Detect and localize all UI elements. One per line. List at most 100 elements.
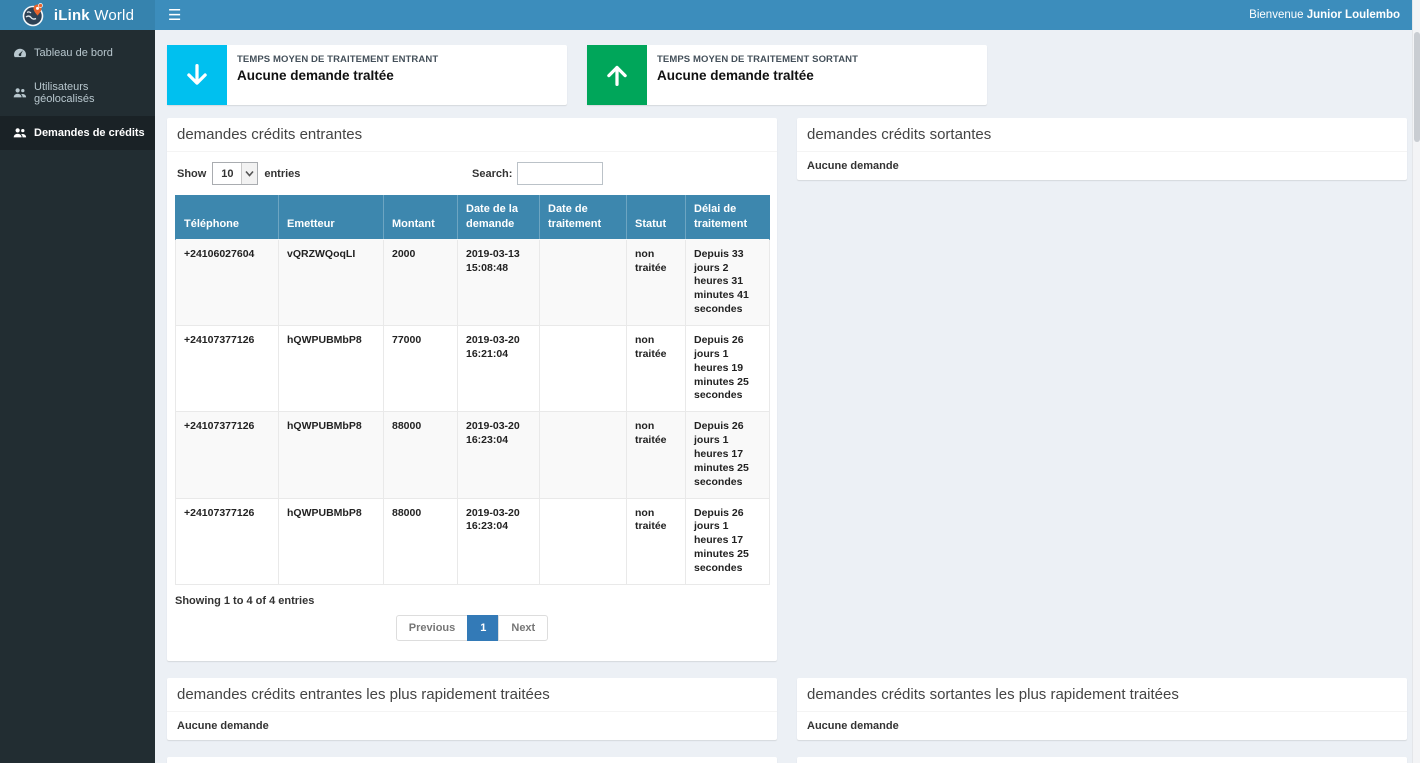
users-icon [13, 127, 27, 139]
panel-header: demandes crédits sortantes [797, 118, 1407, 152]
panel-entrantes-rapidement: demandes crédits entrantes les plus rapi… [167, 677, 777, 740]
table-cell: hQWPUBMbP8 [278, 325, 384, 413]
stat-label: TEMPS MOYEN DE TRAITEMENT ENTRANT [237, 54, 439, 65]
sidebar-link[interactable]: Utilisateurs géolocalisés [0, 70, 155, 116]
panel-entrantes-tardivement: demandes crédits entrantes les plus tard… [167, 756, 777, 763]
table-cell: 88000 [383, 498, 458, 585]
panel-title: demandes crédits entrantes [177, 126, 363, 143]
page-length-control: Show 10 entries [175, 162, 472, 185]
page-length-select[interactable]: 10 [212, 162, 259, 185]
table-body: +24106027604 vQRZWQoqLI 2000 2019-03-13 15:… [175, 239, 770, 585]
entries-label: entries [264, 167, 301, 180]
stat-card-entrant: TEMPS MOYEN DE TRAITEMENT ENTRANT Aucune… [167, 45, 567, 105]
table-cell: non traitée [626, 411, 686, 499]
main-area: TEMPS MOYEN DE TRAITEMENT ENTRANT Aucune… [155, 30, 1412, 763]
table-info: Showing 1 to 4 of 4 entries [175, 594, 315, 607]
chevron-down-icon [241, 163, 258, 184]
content: TEMPS MOYEN DE TRAITEMENT ENTRANT Aucune… [155, 30, 1412, 763]
table-cell [539, 411, 627, 499]
next-page-button[interactable]: Next [498, 614, 549, 641]
sidebar-item-1: Utilisateurs géolocalisés [0, 70, 155, 116]
search-label: Search: [472, 167, 513, 180]
empty-message: Aucune demande [807, 719, 899, 732]
panel-demandes-sortantes: demandes crédits sortantes Aucune demand… [797, 118, 1407, 180]
sidebar-item-2: Demandes de crédits [0, 116, 155, 150]
sidebar-menu: Tableau de bord Utilisateurs géolocalisés… [0, 30, 155, 150]
table-cell [539, 325, 627, 413]
panel-demandes-entrantes: demandes crédits entrantes Show 10 [167, 118, 777, 661]
table-cell: +24106027604 [175, 239, 279, 326]
welcome-text: Bienvenue Junior Loulembo [1249, 9, 1400, 21]
vertical-scrollbar[interactable] [1412, 0, 1420, 763]
show-label: Show [177, 167, 207, 180]
previous-page-button[interactable]: Previous [395, 614, 469, 641]
table-row: +24106027604 vQRZWQoqLI 2000 2019-03-13 15:… [175, 239, 770, 326]
search-control: Search: [472, 162, 769, 185]
datatable-controls: Show 10 entries [175, 162, 769, 185]
users-icon [13, 87, 27, 99]
stat-value: Aucune demande traItée [657, 68, 814, 83]
table-cell: Depuis 26 jours 1 heures 17 minutes 25 s… [685, 411, 770, 499]
panel-sortantes-rapidement: demandes crédits sortantes les plus rapi… [797, 677, 1407, 740]
table-cell: non traitée [626, 325, 686, 413]
stat-card-sortant: TEMPS MOYEN DE TRAITEMENT SORTANT Aucune… [587, 45, 987, 105]
table-cell: +24107377126 [175, 411, 279, 499]
panel-title: demandes crédits entrantes les plus rapi… [177, 685, 550, 703]
table-cell: non traitée [626, 239, 686, 326]
sidebar-link[interactable]: Demandes de crédits [0, 116, 155, 150]
column-header[interactable]: Date de la demande [457, 195, 540, 240]
table-cell [539, 239, 627, 326]
stat-value: Aucune demande traItée [237, 68, 394, 83]
sidebar-item-0: Tableau de bord [0, 36, 155, 70]
panel-header: demandes crédits entrantes [167, 118, 777, 152]
demandes-entrantes-table: Téléphone Emetteur Montant Date de la deman… [175, 195, 770, 585]
table-row: +24107377126 hQWPUBMbP8 88000 2019-03-20 16… [175, 498, 770, 585]
panel-sortantes-tardivement: demandes crédits sortantes les plus tard… [797, 756, 1407, 763]
sidebar-link[interactable]: Tableau de bord [0, 36, 155, 70]
stat-label: TEMPS MOYEN DE TRAITEMENT SORTANT [657, 54, 859, 65]
page-1-button[interactable]: 1 [467, 614, 500, 641]
table-cell: 2019-03-20 16:23:04 [457, 498, 540, 585]
table-cell: hQWPUBMbP8 [278, 498, 384, 585]
table-cell: hQWPUBMbP8 [278, 411, 384, 499]
sidebar-item-label: Demandes de crédits [34, 127, 145, 139]
table-cell: non traitée [626, 498, 686, 585]
arrow-down-icon [167, 45, 227, 105]
table-cell: 2019-03-20 16:21:04 [457, 325, 540, 413]
sidebar: Tableau de bord Utilisateurs géolocalisés… [0, 30, 155, 763]
column-header[interactable]: Emetteur [278, 195, 384, 240]
page-length-value: 10 [221, 167, 234, 180]
column-header[interactable]: Téléphone [175, 195, 279, 240]
table-cell [539, 498, 627, 585]
table-cell: 88000 [383, 411, 458, 499]
table-row: +24107377126 hQWPUBMbP8 77000 2019-03-20 16… [175, 325, 770, 413]
table-cell: vQRZWQoqLI [278, 239, 384, 326]
brand-icon [21, 3, 45, 27]
table-cell: Depuis 33 jours 2 heures 31 minutes 41 s… [685, 239, 770, 326]
table-header-row: Téléphone Emetteur Montant Date de la deman… [175, 195, 770, 240]
table-cell: +24107377126 [175, 325, 279, 413]
table-cell: +24107377126 [175, 498, 279, 585]
panel-title: demandes crédits sortantes [807, 126, 992, 143]
brand-name: iLink World [53, 6, 135, 24]
table-row: +24107377126 hQWPUBMbP8 88000 2019-03-20 16… [175, 411, 770, 499]
sidebar-item-label: Utilisateurs géolocalisés [34, 81, 95, 105]
table-cell: Depuis 26 jours 1 heures 19 minutes 25 s… [685, 325, 770, 413]
column-header[interactable]: Délai de traitement [685, 195, 770, 240]
brand-logo[interactable]: iLink World [0, 0, 155, 30]
column-header[interactable]: Date de traitement [539, 195, 627, 240]
table-cell: 2019-03-20 16:23:04 [457, 411, 540, 499]
panel-title: demandes crédits sortantes les plus rapi… [807, 685, 1179, 703]
empty-message: Aucune demande [177, 719, 269, 732]
pagination: Previous 1 Next [175, 614, 769, 641]
navbar-main: ☰ Bienvenue Junior Loulembo [155, 0, 1420, 30]
table-cell: 77000 [383, 325, 458, 413]
hamburger-icon[interactable]: ☰ [168, 6, 182, 24]
search-input[interactable] [517, 162, 604, 185]
sidebar-item-label: Tableau de bord [34, 47, 113, 59]
dashboard-icon [13, 47, 27, 59]
scrollbar-thumb[interactable] [1414, 32, 1420, 142]
column-header[interactable]: Montant [383, 195, 458, 240]
column-header[interactable]: Statut [626, 195, 686, 240]
